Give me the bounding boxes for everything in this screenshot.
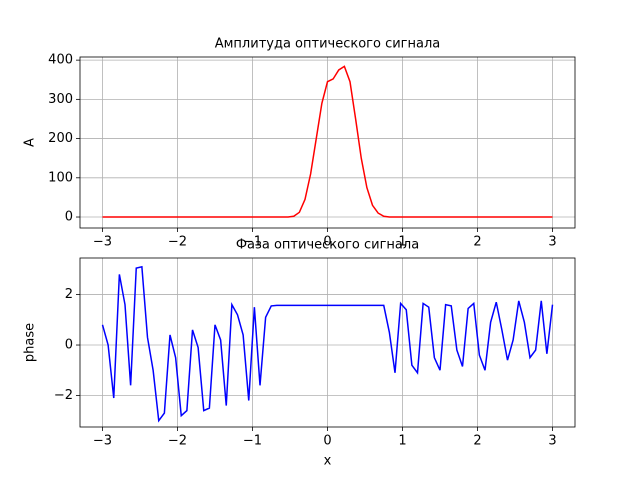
axes-frame [79, 257, 576, 428]
x-tick-label: −3 [93, 434, 112, 449]
y-tick-label: 0 [65, 210, 73, 225]
y-axis-label: phase [23, 323, 38, 362]
x-tick-label: 1 [398, 434, 406, 449]
x-tick-label: −1 [243, 235, 262, 250]
data-line [101, 265, 554, 423]
y-tick-label: 400 [48, 53, 73, 68]
axes-frame [79, 56, 576, 229]
y-tick-label: 300 [48, 92, 73, 107]
x-tick-label: 2 [473, 235, 481, 250]
x-tick-label: 3 [548, 434, 556, 449]
x-tick-label: −3 [93, 235, 112, 250]
y-tick-label: 2 [65, 287, 73, 302]
y-tick-label: 0 [65, 338, 73, 353]
x-axis-label: x [324, 454, 332, 469]
data-line [102, 65, 553, 218]
y-axis-label: A [23, 138, 38, 147]
x-tick-label: −1 [243, 434, 262, 449]
y-tick-label: 100 [48, 170, 73, 185]
x-tick-label: −2 [168, 434, 187, 449]
x-tick-label: 1 [398, 235, 406, 250]
chart-title: Фаза оптического сигнала [236, 238, 419, 253]
y-tick-label: −2 [54, 388, 73, 403]
x-tick-label: −2 [168, 235, 187, 250]
x-tick-label: 3 [548, 235, 556, 250]
x-tick-label: 2 [473, 434, 481, 449]
y-tick-label: 200 [48, 131, 73, 146]
chart-title: Амплитуда оптического сигнала [215, 37, 441, 52]
x-tick-label: 0 [323, 434, 331, 449]
x-tick-label: 0 [323, 235, 331, 250]
